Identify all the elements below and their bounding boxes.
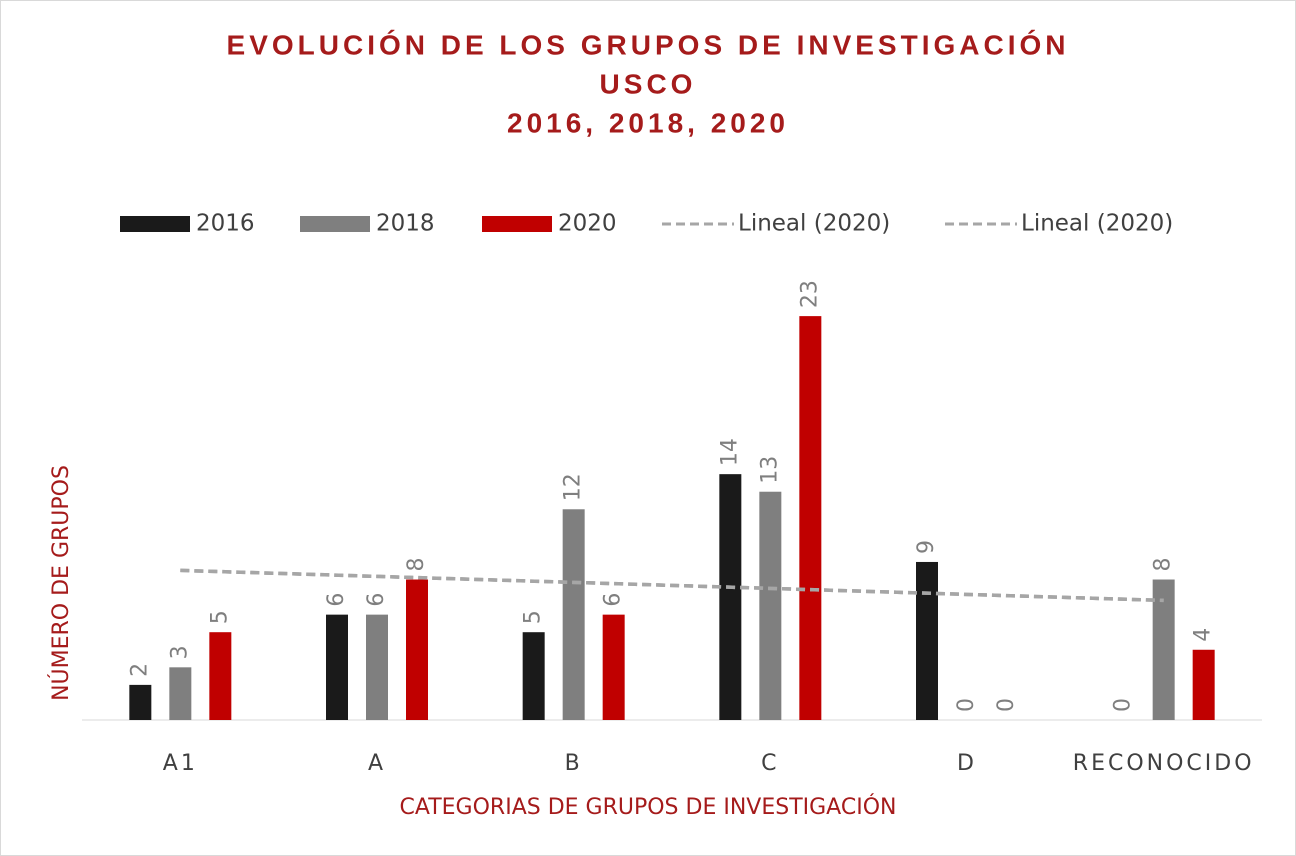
data-label: 3 (167, 645, 192, 659)
legend-label: 2020 (558, 211, 617, 237)
x-tick-label: C (761, 751, 779, 776)
data-label: 0 (954, 698, 979, 712)
data-label: 8 (404, 558, 429, 572)
legend-swatch (482, 216, 552, 232)
bar (719, 474, 742, 720)
chart-title: 2016, 2018, 2020 (507, 107, 789, 138)
bar (916, 561, 938, 720)
data-label: 14 (717, 438, 742, 466)
x-tick-label: A1 (163, 751, 198, 776)
data-label: 4 (1191, 628, 1216, 642)
x-tick-label: B (565, 751, 583, 776)
bar (759, 491, 782, 720)
bar (562, 509, 585, 720)
bar (209, 632, 232, 720)
data-label: 0 (994, 698, 1019, 712)
data-label: 23 (797, 280, 822, 308)
x-axis-title: CATEGORIAS DE GRUPOS DE INVESTIGACIÓN (400, 794, 897, 820)
bar (406, 579, 428, 720)
bar (169, 667, 192, 720)
legend-label: 2016 (196, 211, 255, 237)
data-label: 13 (757, 456, 782, 484)
legend-swatch (120, 216, 190, 232)
chart-title: EVOLUCIÓN DE LOS GRUPOS DE INVESTIGACIÓN (227, 29, 1070, 60)
data-label: 9 (914, 540, 939, 554)
chart-title: USCO (600, 68, 697, 99)
legend-label: Lineal (2020) (738, 211, 890, 237)
trendline (180, 568, 1164, 603)
bar (522, 632, 545, 720)
bar (799, 316, 822, 720)
data-label: 12 (561, 473, 586, 501)
y-axis-title: NÚMERO DE GRUPOS (48, 465, 74, 701)
data-label: 8 (1151, 558, 1176, 572)
data-label: 6 (601, 593, 626, 607)
x-tick-label: RECONOCIDO (1073, 751, 1255, 776)
legend-label: Lineal (2020) (1021, 211, 1173, 237)
bar (602, 614, 625, 720)
bar (366, 614, 388, 720)
data-label: 0 (1111, 698, 1136, 712)
bar (326, 614, 348, 720)
bar (1192, 649, 1215, 720)
data-label: 5 (207, 610, 232, 624)
data-label: 6 (324, 593, 349, 607)
legend-swatch (300, 216, 370, 232)
data-label: 6 (364, 593, 389, 607)
data-label: 5 (521, 610, 546, 624)
bar (1152, 579, 1175, 720)
x-tick-label: A (368, 751, 386, 776)
bar (129, 684, 152, 720)
legend-label: 2018 (376, 211, 435, 237)
x-tick-label: D (957, 751, 977, 776)
data-label: 2 (127, 663, 152, 677)
